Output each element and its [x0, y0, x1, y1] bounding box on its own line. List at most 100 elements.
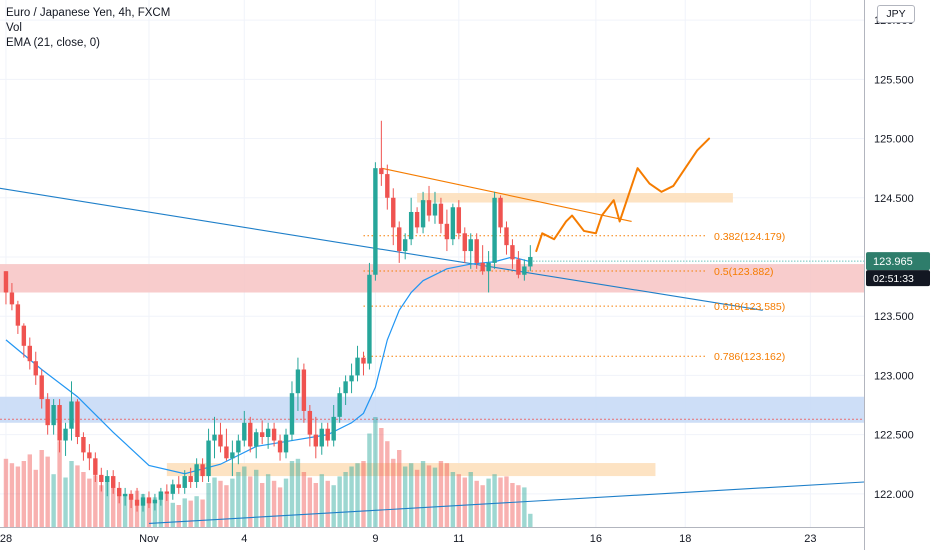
volume-bar [87, 478, 92, 527]
candle-body [385, 174, 390, 198]
trendline [148, 481, 865, 524]
candle-body [379, 168, 384, 175]
volume-bar [218, 480, 223, 527]
candle-body [230, 452, 235, 459]
countdown-tag [866, 270, 930, 287]
candle-body [414, 211, 420, 228]
candle-body [444, 223, 450, 240]
candle-body [468, 239, 473, 252]
volume-bar [462, 477, 467, 527]
candle-body [325, 428, 330, 441]
candle-body [176, 484, 181, 488]
candle-body [212, 434, 217, 441]
candle-body [242, 422, 247, 441]
volume-bar [277, 487, 283, 527]
candle-body [27, 345, 32, 362]
current-price-label: 123.965 [873, 256, 913, 268]
volume-bar [343, 472, 348, 527]
volume-bar [176, 505, 181, 527]
candle-body [33, 361, 38, 376]
volume-bar [492, 474, 497, 527]
volume-bar [15, 466, 21, 527]
candle-body [420, 200, 426, 228]
volume-bar [331, 485, 336, 527]
volume-bar [414, 469, 420, 527]
candle-body [21, 325, 27, 346]
volume-bar [21, 461, 27, 527]
volume-bar [301, 472, 307, 527]
candle-body [3, 271, 9, 293]
volume-bar [516, 485, 521, 527]
plot-area [0, 0, 865, 527]
candle-body [289, 393, 295, 435]
volume-bar [504, 476, 509, 527]
volume-bar [486, 478, 491, 527]
time-tick-label: Nov [139, 533, 159, 545]
volume-bar [373, 417, 378, 527]
time-tick-label: 4 [241, 533, 247, 545]
volume-bar [391, 458, 396, 527]
candle-body [522, 266, 527, 275]
currency-badge[interactable]: JPY [877, 5, 915, 23]
volume-bar [9, 463, 15, 527]
volume-bar [355, 463, 360, 527]
zone-rect [417, 193, 733, 203]
candle-body [528, 256, 533, 267]
volume-bar [271, 480, 277, 527]
volume-bar [194, 496, 199, 527]
candle-body [170, 484, 175, 494]
zone-rect [0, 396, 864, 423]
volume-bar [248, 476, 253, 527]
candle-body [248, 422, 253, 447]
volume-bar [420, 461, 426, 527]
candle-body [128, 493, 134, 500]
volume-bar [27, 454, 32, 527]
candle-body [152, 499, 158, 504]
volume-bar [367, 433, 372, 527]
price-tick-label: 122.000 [874, 489, 914, 501]
fib-level-label: 0.786(123.162) [714, 351, 785, 363]
volume-bar [259, 483, 265, 527]
candle-body [45, 399, 50, 426]
time-tick-label: 16 [590, 533, 602, 545]
volume-bar [438, 461, 444, 527]
time-tick-label: 28 [0, 533, 12, 545]
volume-bar [283, 478, 289, 527]
candle-body [122, 493, 128, 497]
volume-bar [408, 463, 414, 527]
volume-bar [81, 472, 86, 527]
candle-body [480, 262, 485, 272]
volume-bar [254, 469, 259, 527]
candle-body [200, 464, 205, 477]
volume-bar [522, 487, 527, 527]
candle-body [361, 357, 366, 364]
volume-bar [307, 477, 313, 527]
price-tick-label: 123.500 [874, 311, 914, 323]
volume-bar [426, 465, 432, 527]
candle-body [15, 304, 21, 326]
volume-bar [450, 472, 456, 527]
candle-body [355, 357, 360, 376]
volume-bar [105, 480, 110, 527]
chart-legend: Euro / Japanese Yen, 4h, FXCM Vol EMA (2… [6, 6, 170, 51]
candle-body [146, 497, 152, 504]
candle-body [134, 499, 140, 506]
candle-body [254, 432, 259, 447]
candle-body [367, 274, 372, 364]
candle-body [516, 259, 521, 275]
ema-line [5, 256, 531, 475]
candle-body [319, 428, 324, 447]
price-tick-label: 124.500 [874, 193, 914, 205]
candle-body [438, 203, 444, 224]
candle-body [39, 375, 44, 400]
volume-bar [57, 441, 62, 527]
volume-bar [212, 477, 217, 527]
volume-bar [116, 488, 122, 527]
candle-body [295, 369, 301, 394]
candle-body [111, 476, 116, 488]
volume-bar [379, 428, 384, 527]
candle-body [105, 476, 110, 482]
trendline [381, 167, 632, 222]
time-tick-label: 18 [679, 533, 691, 545]
